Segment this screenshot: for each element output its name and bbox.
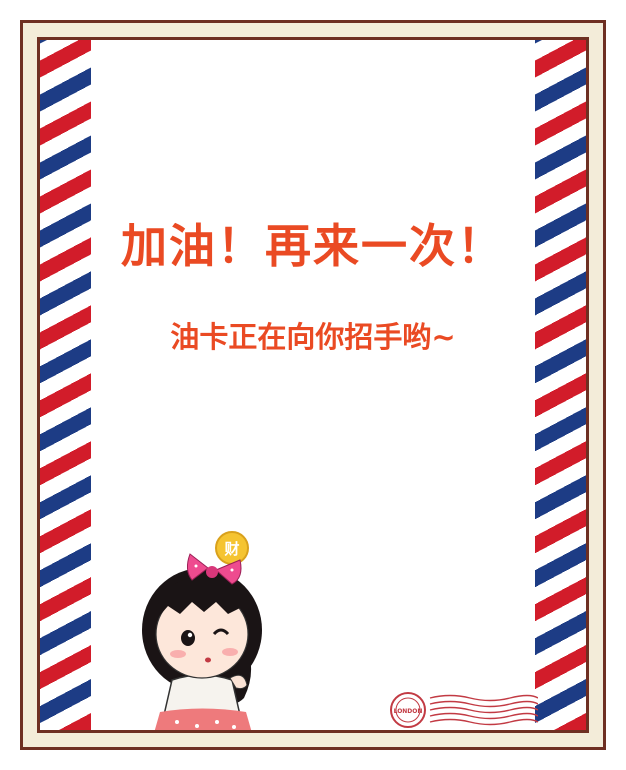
cartoon-girl-illustration: 财 — [142, 531, 262, 730]
result-subline: 油卡正在向你招手哟~ — [170, 320, 456, 354]
airmail-border-left — [40, 40, 91, 730]
coin-label: 财 — [224, 540, 239, 558]
result-headline: 加油！再来一次！ — [121, 219, 505, 273]
coin-icon: 财 — [215, 531, 249, 565]
postmark-label: LONDON — [394, 708, 423, 715]
card-panel: 加油！再来一次！ 油卡正在向你招手哟~ 财 — [37, 37, 589, 733]
postmark-stamp-icon: LONDON — [390, 692, 538, 728]
pink-bow-icon — [186, 553, 242, 585]
airmail-border-right — [535, 40, 586, 730]
